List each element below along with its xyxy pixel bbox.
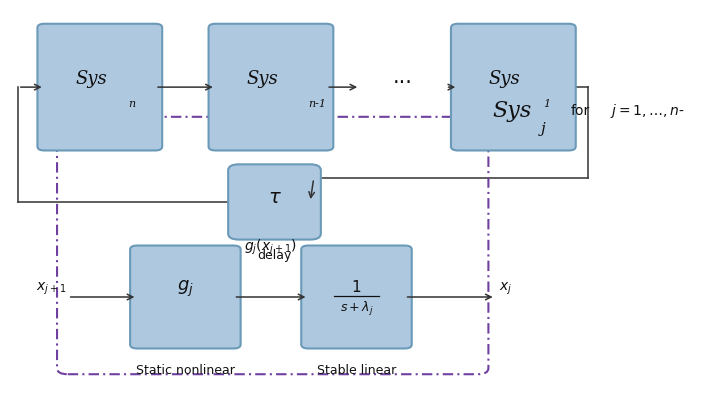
- Text: $g_j(x_{j+1})$: $g_j(x_{j+1})$: [245, 238, 297, 257]
- Text: delay: delay: [257, 249, 292, 263]
- Text: j: j: [540, 122, 545, 136]
- Text: $x_j$: $x_j$: [499, 281, 513, 297]
- Text: $x_{j+1}$: $x_{j+1}$: [36, 281, 66, 297]
- Text: $g_j$: $g_j$: [177, 279, 194, 299]
- FancyBboxPatch shape: [451, 24, 575, 150]
- FancyBboxPatch shape: [208, 24, 333, 150]
- Text: $s+\lambda_j$: $s+\lambda_j$: [339, 300, 374, 318]
- FancyBboxPatch shape: [130, 246, 241, 348]
- FancyBboxPatch shape: [38, 24, 163, 150]
- Text: n-1: n-1: [308, 99, 326, 109]
- Text: Sys: Sys: [247, 70, 278, 88]
- Text: for: for: [570, 104, 590, 118]
- FancyBboxPatch shape: [301, 246, 412, 348]
- Text: 1: 1: [352, 280, 361, 295]
- Text: Sys: Sys: [76, 70, 107, 88]
- Text: Sys: Sys: [492, 100, 531, 122]
- FancyBboxPatch shape: [228, 164, 321, 240]
- Text: Static nonlinear: Static nonlinear: [136, 364, 235, 377]
- Text: Sys: Sys: [489, 70, 520, 88]
- Text: $\tau$: $\tau$: [267, 189, 282, 207]
- Text: ···: ···: [393, 73, 413, 93]
- Text: Stable linear: Stable linear: [317, 364, 396, 377]
- Text: 1: 1: [543, 99, 550, 109]
- Text: n: n: [128, 99, 135, 109]
- Text: $j=1,\ldots,n\text{-}$: $j=1,\ldots,n\text{-}$: [610, 102, 684, 120]
